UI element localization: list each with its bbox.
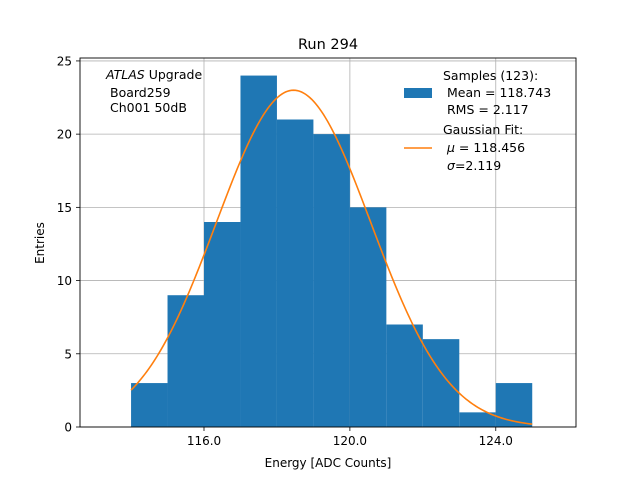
histogram-bar	[240, 75, 277, 428]
histogram-bar	[131, 383, 168, 427]
legend-histogram-mean: Mean = 118.743	[447, 85, 551, 100]
annotation-line-1: ATLAS Upgrade	[105, 67, 202, 82]
plot-frame	[79, 57, 577, 428]
histogram-bar	[276, 119, 314, 427]
x-tick-label: 120.0	[333, 434, 367, 448]
legend-fit-mu: μ = 118.456	[446, 140, 525, 155]
legend-mu-symbol: μ	[446, 140, 455, 155]
x-tick-label: 116.0	[187, 434, 221, 448]
annotation-atlas: ATLAS	[105, 67, 145, 82]
legend-sigma-symbol: σ	[447, 158, 456, 173]
y-axis-label: Entries	[33, 222, 47, 264]
legend-histogram-swatch	[404, 88, 432, 98]
y-tick-label: 25	[57, 54, 72, 68]
annotation-upgrade: Upgrade	[145, 67, 203, 82]
histogram-bar	[313, 134, 350, 427]
legend: Samples (123): Mean = 118.743 RMS = 2.11…	[404, 68, 551, 173]
legend-sigma-value: =2.119	[455, 158, 501, 173]
x-axis-ticks: 116.0 120.0 124.0	[187, 427, 513, 448]
histogram-bar	[386, 324, 423, 427]
y-axis-ticks: 0 5 10 15 20 25	[57, 54, 80, 435]
legend-histogram-rms: RMS = 2.117	[447, 102, 529, 117]
histogram-bars	[131, 75, 533, 428]
histogram-bar	[459, 412, 496, 427]
y-tick-label: 0	[64, 421, 72, 435]
y-tick-label: 5	[64, 347, 72, 361]
gaussian-fit-curve	[130, 89, 533, 425]
annotation-channel: Ch001 50dB	[110, 100, 187, 115]
y-tick-label: 10	[57, 274, 72, 288]
x-tick-label: 124.0	[479, 434, 513, 448]
histogram-bar	[204, 222, 241, 427]
histogram-bar	[495, 383, 533, 427]
chart-title: Run 294	[298, 37, 358, 53]
annotation-board: Board259	[110, 85, 171, 100]
y-tick-label: 15	[57, 201, 72, 215]
experiment-annotation: ATLAS Upgrade Board259 Ch001 50dB	[105, 67, 202, 115]
legend-mu-value: = 118.456	[455, 140, 525, 155]
x-axis-label: Energy [ADC Counts]	[265, 456, 392, 470]
y-tick-label: 20	[57, 128, 72, 142]
legend-fit-title: Gaussian Fit:	[443, 122, 523, 137]
legend-histogram-title: Samples (123):	[443, 68, 538, 83]
histogram-bar	[349, 207, 387, 427]
histogram-bar	[167, 295, 204, 427]
legend-fit-sigma: σ=2.119	[447, 158, 501, 173]
